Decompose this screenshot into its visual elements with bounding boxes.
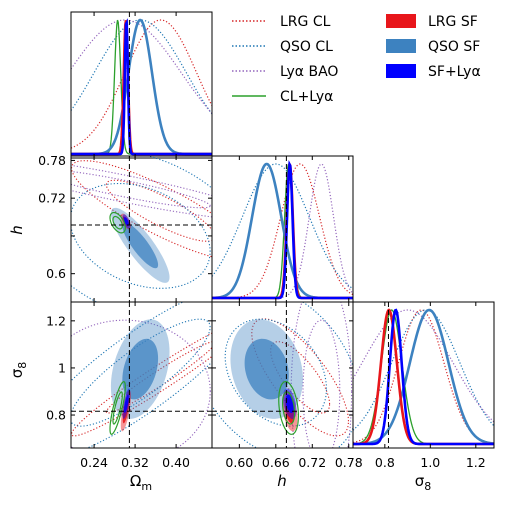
- legend-label-lya-bao: Lyα BAO: [280, 64, 338, 80]
- xtick-label-s8: 1.2: [466, 455, 486, 470]
- legend-swatch-qso-sf: [386, 39, 416, 53]
- contour-lrg-cl-s8-om-inner: [105, 341, 212, 414]
- xtick-label-h: 0.66: [262, 455, 290, 470]
- panel-h-om: [71, 156, 212, 302]
- xlabel-sigma-8-sub: 8: [424, 480, 431, 493]
- contour-qso-cl-h-om-outer: [71, 156, 212, 302]
- marginal-sf-ly--h: [212, 159, 353, 300]
- contour-lrg-cl-s8-om-outer: [71, 332, 212, 437]
- xtick-label-om: 0.32: [121, 455, 149, 470]
- contour-cl-ly--h-om-outer: [109, 211, 126, 234]
- ylabel-sigma-8-main: σ: [8, 368, 26, 378]
- xtick-label-s8: 1.0: [420, 455, 440, 470]
- axis-labels: Ωm h σ8 h σ8: [8, 225, 431, 493]
- legend-entry-sf-lya: SF+Lyα: [386, 64, 481, 80]
- legend-label-sf-lya: SF+Lyα: [428, 64, 481, 80]
- xlabel-h: h: [277, 472, 287, 490]
- contour-cl-ly--s8-om-inner: [112, 391, 123, 425]
- legend-label-cl-lya: CL+Lyα: [280, 89, 333, 105]
- legend-entry-qso-sf: QSO SF: [386, 39, 480, 55]
- contour-cl-ly--h-om-inner: [112, 215, 123, 230]
- contour-cl-ly--s8-h-outer: [278, 381, 300, 435]
- contour-ly-bao-s8-h-inner: [302, 319, 341, 448]
- legend-entry-lrg-cl: LRG CL: [232, 14, 331, 30]
- marginal-ly-bao-h: [212, 163, 353, 299]
- contour-sf-ly--h-om-inner: [124, 217, 129, 226]
- ytick-label-h: 0.6: [46, 266, 66, 281]
- ytick-label-h: 0.78: [38, 153, 66, 168]
- contour-cl-ly--s8-h-inner: [281, 391, 296, 425]
- ylabel-sigma-8: σ8: [8, 362, 29, 379]
- xlabel-omega-m-sub: m: [141, 480, 152, 493]
- marginal-qso-sf-s8: [353, 308, 494, 446]
- panel-frame-om-om: [70, 11, 213, 159]
- xtick-label-om: 0.40: [162, 455, 190, 470]
- contour-qso-cl-s8-om-inner: [71, 318, 211, 427]
- xtick-label-h: 0.72: [298, 455, 326, 470]
- legend-swatch-lrg-sf: [386, 14, 416, 28]
- legend-label-lrg-sf: LRG SF: [428, 14, 478, 30]
- legend-entry-lrg-sf: LRG SF: [386, 14, 478, 30]
- marginal-sf-ly--om: [71, 18, 212, 156]
- marginal-lrg-cl-h: [212, 163, 353, 299]
- marginal-qso-cl-om: [71, 19, 212, 115]
- legend-entry-cl-lya: CL+Lyα: [232, 89, 333, 105]
- legend: LRG CL QSO CL Lyα BAO CL+Lyα LRG SF QSO …: [232, 14, 481, 105]
- ytick-label-h: 0.72: [38, 191, 66, 206]
- marginal-qso-sf-h: [212, 162, 353, 300]
- panel-s8-h: [212, 302, 353, 448]
- panels: [70, 11, 495, 449]
- xtick-label-h: 0.78: [335, 455, 363, 470]
- ylabel-sigma-8-sub: 8: [16, 362, 29, 369]
- contour-lrg-cl-h-om-outer: [71, 160, 212, 258]
- xtick-label-s8: 0.8: [375, 455, 395, 470]
- marginal-ly-bao-om: [71, 19, 212, 114]
- ytick-label-s8: 0.8: [46, 408, 66, 423]
- xtick-label-h: 0.60: [225, 455, 253, 470]
- marginal-ly-bao-s8: [353, 309, 494, 423]
- ylabel-h: h: [8, 225, 26, 235]
- ytick-label-s8: 1.2: [46, 313, 66, 328]
- xlabel-omega-m: Ωm: [130, 472, 152, 493]
- xlabel-sigma-8-main: σ: [415, 472, 425, 490]
- marginal-qso-cl-s8: [353, 309, 494, 431]
- legend-label-qso-sf: QSO SF: [428, 39, 480, 55]
- legend-swatch-sf-lya: [386, 64, 416, 78]
- legend-entry-lya-bao: Lyα BAO: [232, 64, 338, 80]
- legend-entry-qso-cl: QSO CL: [232, 39, 333, 55]
- tick-labels: 0.24 0.32 0.40 0.60 0.66 0.72 0.78 0.8 1.0 1.2 0.6…: [38, 153, 486, 470]
- legend-label-qso-cl: QSO CL: [280, 39, 333, 55]
- panel-s8-om: [71, 302, 212, 448]
- xtick-label-om: 0.24: [80, 455, 108, 470]
- panel-s8-s8: [353, 302, 494, 448]
- contour-lrg-cl-s8-h-outer: [251, 318, 350, 437]
- panel-h-h: [212, 156, 353, 302]
- marginal-sf-ly--s8: [353, 308, 494, 446]
- marginal-lrg-cl-om: [71, 19, 212, 149]
- panel-om-om: [71, 12, 212, 158]
- contour-sf-ly--s8-om-inner: [124, 394, 129, 413]
- marginal-lrg-sf-s8: [353, 308, 494, 446]
- contour-qso-sf-s8-om-inner: [122, 338, 159, 400]
- contour-qso-sf-s8-h-inner: [244, 338, 289, 400]
- marginal-cl-ly--h: [212, 163, 353, 299]
- xlabel-sigma-8: σ8: [415, 472, 432, 493]
- legend-label-lrg-cl: LRG CL: [280, 14, 331, 30]
- panel-frame-s8-s8: [352, 301, 495, 449]
- ytick-label-s8: 1: [58, 360, 66, 375]
- marginal-lrg-sf-h: [212, 160, 353, 300]
- contour-qso-sf-h-om-inner: [122, 222, 159, 269]
- contour-qso-cl-h-om-inner: [71, 182, 211, 289]
- xlabel-omega-m-main: Ω: [130, 472, 141, 490]
